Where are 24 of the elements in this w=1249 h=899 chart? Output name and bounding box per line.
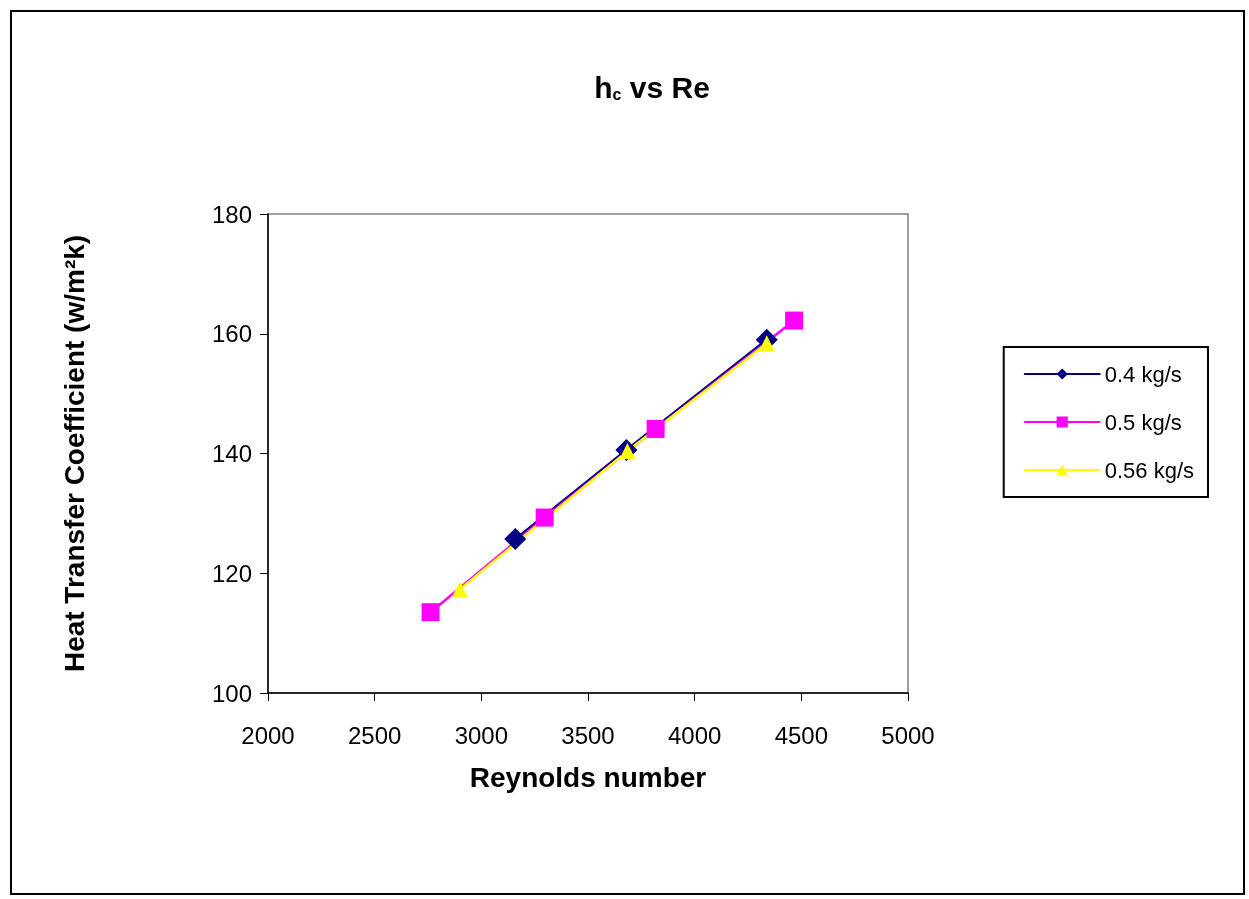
x-tick-label: 3500 xyxy=(561,721,615,749)
chart-title: hc vs Re xyxy=(594,70,710,104)
legend-label: 0.5 kg/s xyxy=(1104,409,1182,435)
x-tick-label: 5000 xyxy=(881,721,935,749)
legend-label: 0.4 kg/s xyxy=(1104,361,1182,387)
x-tick-label: 4000 xyxy=(667,721,722,749)
x-tick-label: 2500 xyxy=(347,721,402,749)
x-tick-label: 4500 xyxy=(774,721,829,749)
point xyxy=(785,311,804,330)
point xyxy=(504,528,527,551)
x-tick-label: 2000 xyxy=(241,721,295,749)
point xyxy=(421,603,440,622)
y-tick-label: 160 xyxy=(211,320,252,348)
x-axis-title: Reynolds number xyxy=(469,761,707,793)
y-axis-title: Heat Transfer Coefficient (w/m²k) xyxy=(58,234,90,673)
y-tick-label: 180 xyxy=(211,200,252,228)
legend-label: 0.56 kg/s xyxy=(1104,457,1194,483)
point xyxy=(451,581,468,598)
point xyxy=(535,508,554,527)
y-tick-label: 120 xyxy=(211,559,252,587)
y-tick-label: 140 xyxy=(211,440,252,467)
y-tick-label: 100 xyxy=(211,679,252,707)
point xyxy=(646,419,665,438)
x-tick-label: 3000 xyxy=(454,721,509,749)
